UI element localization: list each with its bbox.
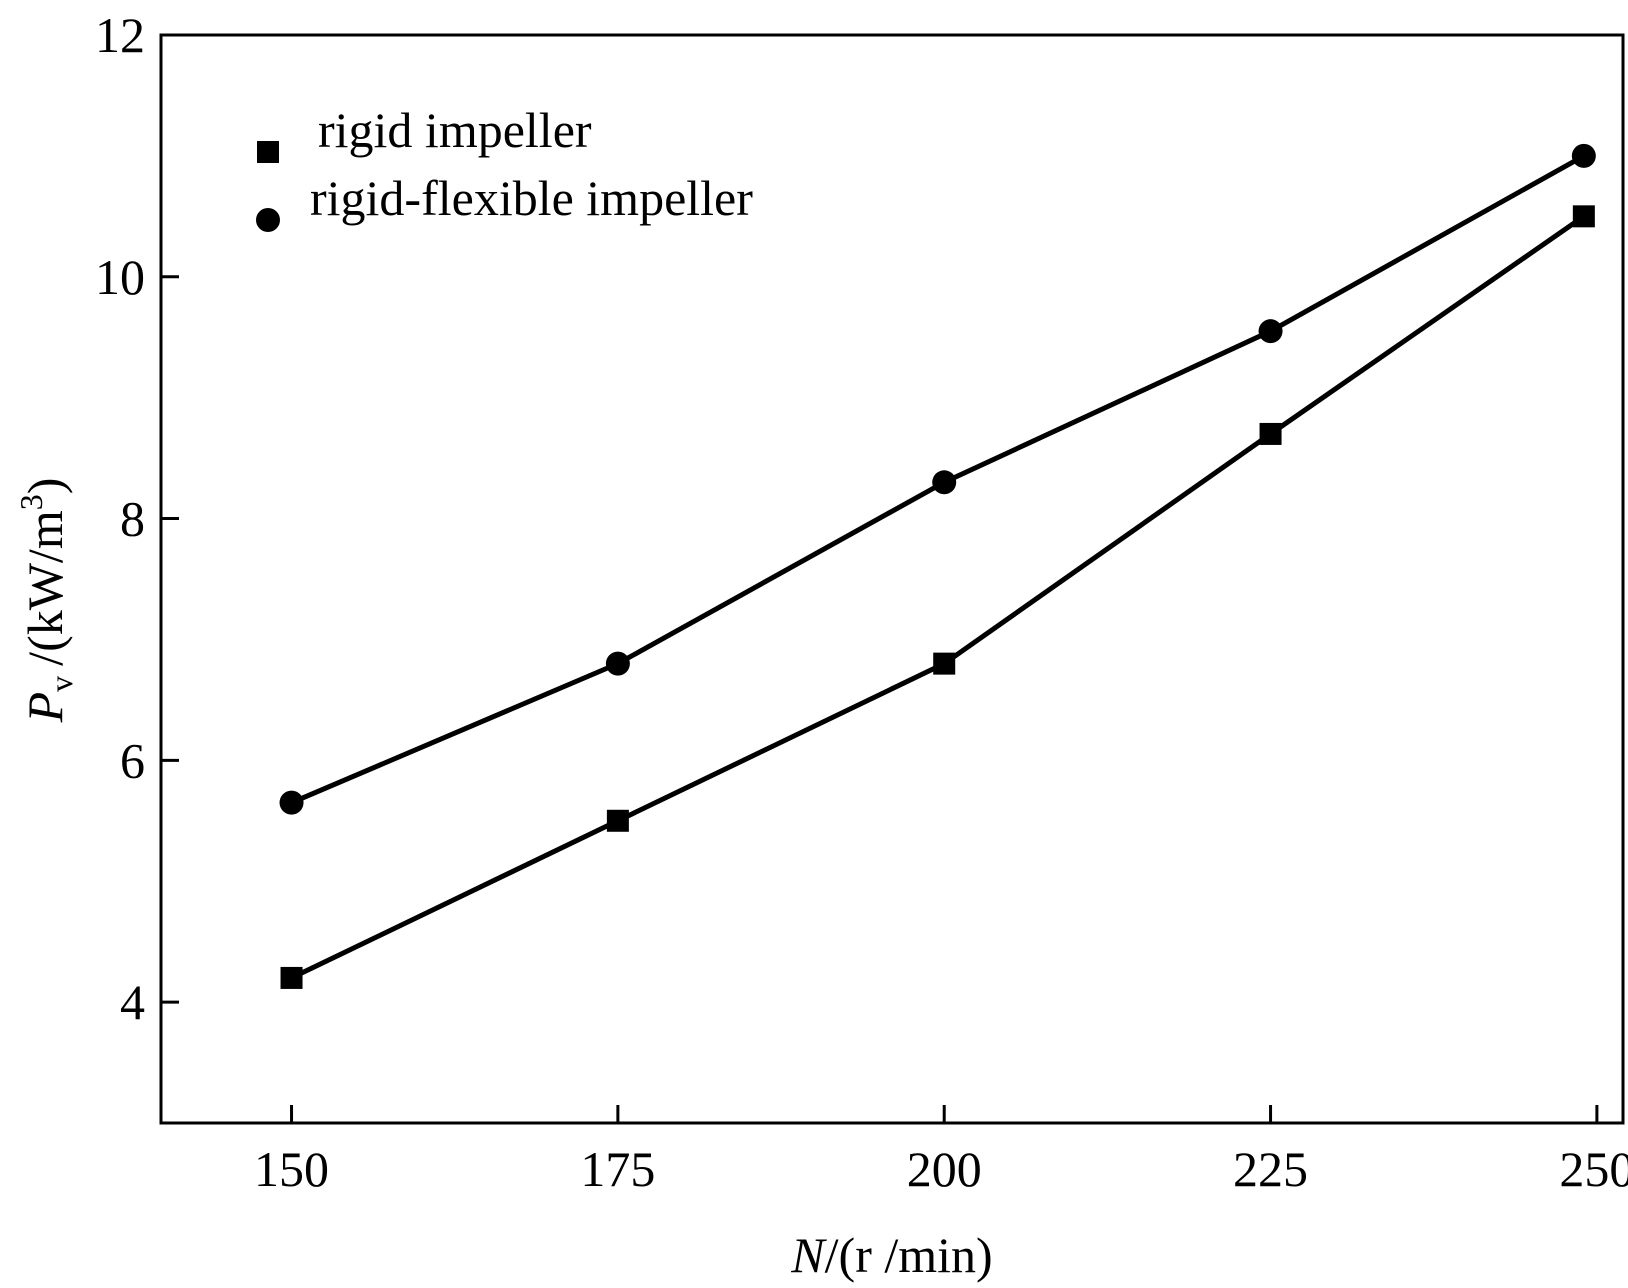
rigid-flexible-impeller-point bbox=[932, 470, 957, 495]
series-layer bbox=[279, 143, 1596, 989]
rigid-impeller-point bbox=[1259, 422, 1282, 445]
y-axis-title: Pv /(kW/m3) bbox=[13, 478, 79, 724]
y-axis-symbol: P bbox=[17, 692, 73, 724]
legend-square-marker bbox=[257, 141, 279, 163]
y-tick-label: 8 bbox=[120, 491, 145, 547]
series-line-rigid bbox=[290, 214, 1586, 981]
rigid-impeller-point bbox=[933, 652, 956, 675]
x-tick-label: 200 bbox=[907, 1141, 982, 1197]
rigid-impeller-point bbox=[606, 809, 629, 832]
y-tick-label: 12 bbox=[95, 7, 145, 63]
y-axis-ticks: 4 6 8 10 12 bbox=[95, 7, 179, 1030]
legend-label: rigid impeller bbox=[318, 102, 592, 158]
rigid-impeller-point bbox=[280, 966, 303, 989]
legend-circle-marker bbox=[256, 208, 280, 232]
x-tick-label: 175 bbox=[580, 1141, 655, 1197]
rigid-flexible-impeller-point bbox=[1571, 143, 1596, 168]
y-tick-label: 10 bbox=[95, 249, 145, 305]
y-axis-unit-prefix: /(kW/m bbox=[17, 510, 73, 666]
y-axis-subscript: v bbox=[43, 676, 79, 692]
legend: rigid impeller rigid-flexible impeller bbox=[256, 102, 753, 232]
y-axis-unit-superscript: 3 bbox=[13, 494, 49, 510]
x-tick-label: 225 bbox=[1233, 1141, 1308, 1197]
rigid-flexible-impeller-point bbox=[279, 790, 304, 815]
rigid-flexible-impeller-point bbox=[1258, 319, 1283, 344]
x-axis-symbol: N bbox=[790, 1227, 827, 1283]
x-tick-label: 250 bbox=[1559, 1141, 1628, 1197]
y-axis-unit-suffix: ) bbox=[17, 478, 73, 495]
x-axis-title: N/(r /min) bbox=[790, 1227, 992, 1283]
x-axis-unit: /(r /min) bbox=[825, 1227, 993, 1283]
y-tick-label: 6 bbox=[120, 732, 145, 788]
legend-label: rigid-flexible impeller bbox=[310, 170, 753, 226]
rigid-impeller-point bbox=[1572, 205, 1595, 228]
plot-frame bbox=[159, 33, 1625, 1125]
x-tick-label: 150 bbox=[254, 1141, 329, 1197]
y-tick-label: 4 bbox=[120, 974, 145, 1030]
x-axis-ticks: 150 175 200 225 250 bbox=[254, 1105, 1628, 1197]
rigid-flexible-impeller-point bbox=[605, 651, 630, 676]
